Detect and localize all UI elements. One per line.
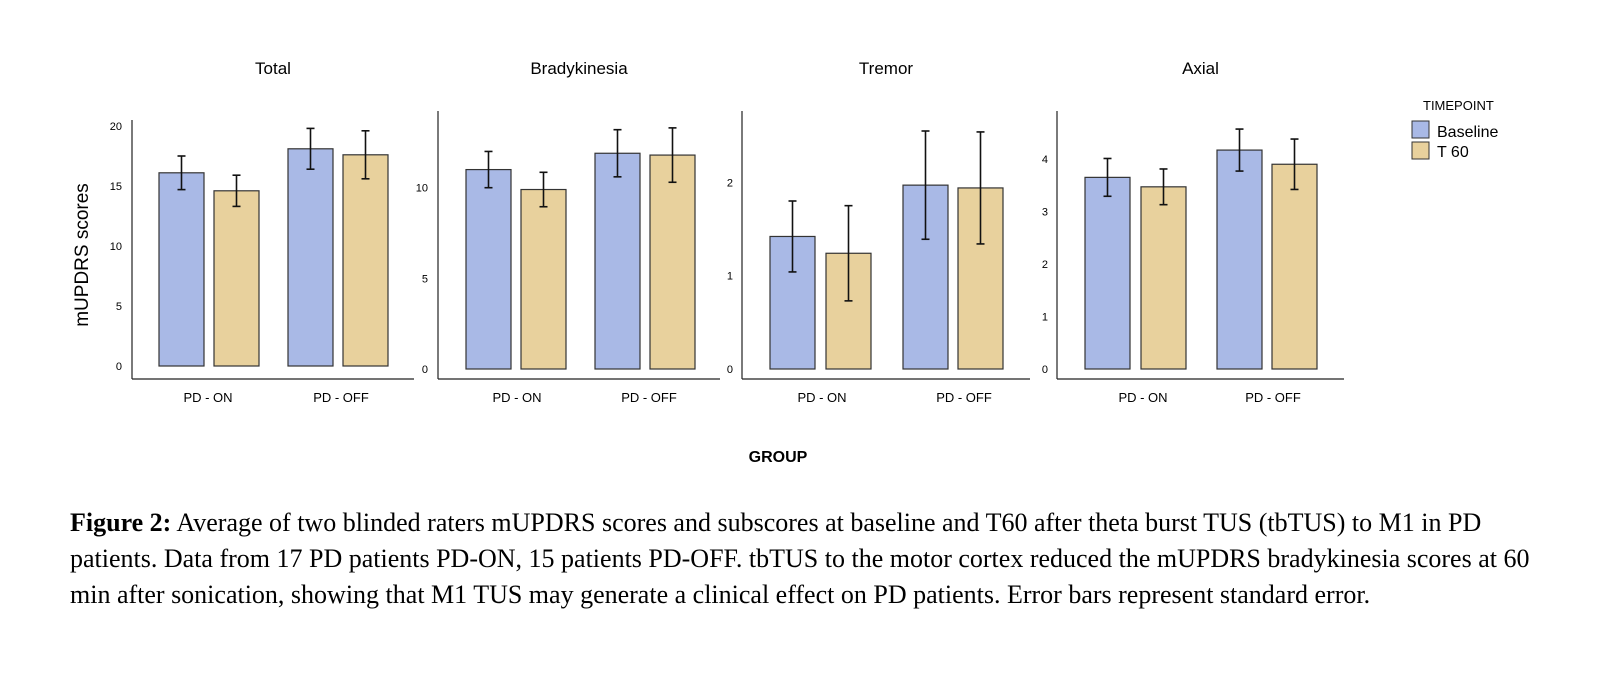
panel-axial: Axial 0 1 2 3 4 PD - ON PD - OFF (1042, 59, 1344, 405)
y-tick-label: 5 (422, 273, 428, 285)
panel-total: Total 0 5 10 15 20 PD - ON PD - OFF (110, 59, 414, 405)
bar-t60-0 (520, 188, 567, 370)
panel-title: Total (255, 59, 291, 78)
bar-t60-1 (1271, 163, 1318, 370)
y-tick-label: 0 (1042, 364, 1048, 376)
bar-baseline-0 (1084, 176, 1131, 370)
x-tick-label: PD - ON (1118, 390, 1167, 405)
bar-baseline-0 (158, 172, 205, 367)
x-tick-label: PD - OFF (936, 390, 992, 405)
x-tick-label: PD - OFF (1245, 390, 1301, 405)
y-tick-label: 1 (727, 271, 733, 283)
legend-title: TIMEPOINT (1423, 98, 1494, 113)
bar-t60-1 (649, 154, 696, 370)
y-tick-label: 20 (110, 121, 122, 133)
y-tick-label: 3 (1042, 207, 1048, 219)
x-tick-label: PD - ON (797, 390, 846, 405)
y-tick-label: 10 (110, 241, 122, 253)
y-tick-label: 2 (727, 177, 733, 189)
y-tick-label: 10 (416, 183, 428, 195)
y-tick-label: 4 (1042, 154, 1048, 166)
figure-caption: Figure 2: Average of two blinded raters … (70, 505, 1560, 613)
panel-tremor: Tremor 0 1 2 PD - ON PD - OFF (727, 59, 1030, 405)
y-tick-label: 1 (1042, 312, 1048, 324)
x-tick-label: PD - OFF (621, 390, 677, 405)
panel-title: Bradykinesia (530, 59, 628, 78)
caption-text: Average of two blinded raters mUPDRS sco… (70, 508, 1530, 609)
bar-t60-1 (342, 154, 389, 367)
y-tick-label: 2 (1042, 259, 1048, 271)
panel-title: Tremor (859, 59, 913, 78)
x-axis-title: GROUP (749, 449, 808, 466)
legend-swatch-baseline (1411, 120, 1430, 139)
y-tick-label: 0 (422, 364, 428, 376)
panel-bradykinesia: Bradykinesia 0 5 10 PD - ON PD - OFF (416, 59, 720, 405)
y-tick-label: 0 (727, 364, 733, 376)
bar-t60-1 (957, 187, 1004, 370)
x-tick-label: PD - ON (492, 390, 541, 405)
caption-label: Figure 2: (70, 508, 172, 537)
y-axis-title: mUPDRS scores (72, 183, 93, 327)
bar-t60-0 (1140, 186, 1187, 370)
panel-title: Axial (1182, 59, 1219, 78)
legend: TIMEPOINT Baseline T 60 (1411, 98, 1498, 161)
bar-baseline-1 (902, 184, 949, 370)
y-tick-label: 5 (116, 301, 122, 313)
y-tick-label: 15 (110, 181, 122, 193)
bar-baseline-1 (594, 152, 641, 370)
legend-label-t60: T 60 (1437, 144, 1469, 161)
legend-swatch-t60 (1411, 141, 1430, 160)
bar-baseline-1 (287, 148, 334, 367)
bar-baseline-0 (465, 168, 512, 370)
bar-t60-0 (213, 190, 260, 367)
legend-label-baseline: Baseline (1437, 124, 1498, 141)
y-tick-label: 0 (116, 361, 122, 373)
bar-baseline-1 (1216, 149, 1263, 370)
x-tick-label: PD - OFF (313, 390, 369, 405)
x-tick-label: PD - ON (183, 390, 232, 405)
